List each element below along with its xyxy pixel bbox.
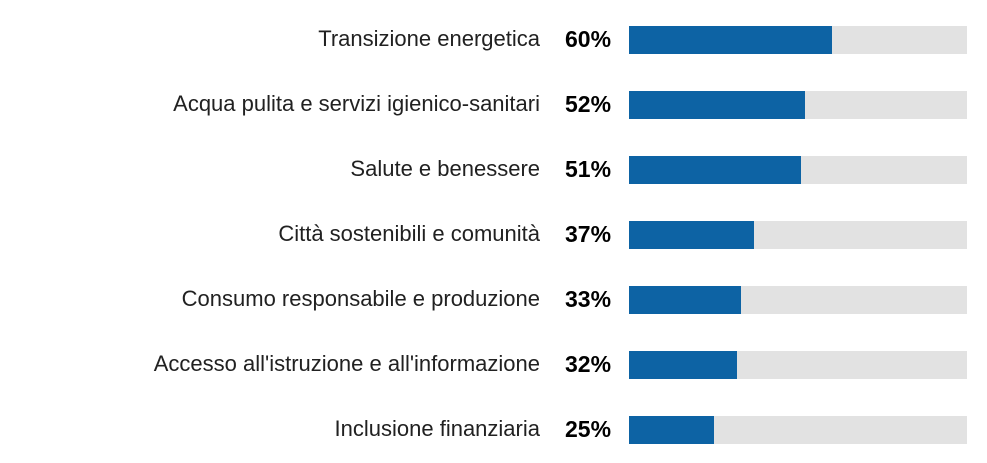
bar-fill bbox=[629, 415, 714, 444]
value-label: 51% bbox=[565, 156, 612, 182]
chart-row: Inclusione finanziaria 25% bbox=[0, 397, 987, 462]
bar-fill bbox=[629, 220, 755, 249]
chart-row: Salute e benessere 51% bbox=[0, 137, 987, 202]
bar-fill bbox=[629, 25, 832, 54]
value-label: 60% bbox=[565, 26, 612, 52]
chart-row: Accesso all'istruzione e all'informazion… bbox=[0, 332, 987, 397]
value-label: 25% bbox=[565, 416, 612, 442]
category-label: Acqua pulita e servizi igienico-sanitari bbox=[173, 91, 540, 117]
bar-fill bbox=[629, 350, 738, 379]
bar-track bbox=[629, 90, 967, 119]
value-label: 32% bbox=[565, 351, 612, 377]
value-label: 37% bbox=[565, 221, 612, 247]
bar-track bbox=[629, 25, 967, 54]
chart-row: Transizione energetica 60% bbox=[0, 7, 987, 72]
category-label: Salute e benessere bbox=[350, 156, 540, 182]
bar-track bbox=[629, 285, 967, 314]
category-label: Città sostenibili e comunità bbox=[278, 221, 540, 247]
bar-fill bbox=[629, 90, 805, 119]
value-label: 33% bbox=[565, 286, 612, 312]
chart-row: Acqua pulita e servizi igienico-sanitari… bbox=[0, 72, 987, 137]
category-label: Accesso all'istruzione e all'informazion… bbox=[153, 351, 540, 377]
chart-row: Città sostenibili e comunità 37% bbox=[0, 202, 987, 267]
category-label: Inclusione finanziaria bbox=[334, 416, 540, 442]
bar-track bbox=[629, 415, 967, 444]
category-label: Transizione energetica bbox=[318, 26, 540, 52]
chart-row: Consumo responsabile e produzione 33% bbox=[0, 267, 987, 332]
bar-fill bbox=[629, 285, 741, 314]
value-label: 52% bbox=[565, 91, 612, 117]
bar-track bbox=[629, 155, 967, 184]
bar-track bbox=[629, 350, 967, 379]
bar-fill bbox=[629, 155, 802, 184]
bar-track bbox=[629, 220, 967, 249]
category-label: Consumo responsabile e produzione bbox=[181, 286, 540, 312]
